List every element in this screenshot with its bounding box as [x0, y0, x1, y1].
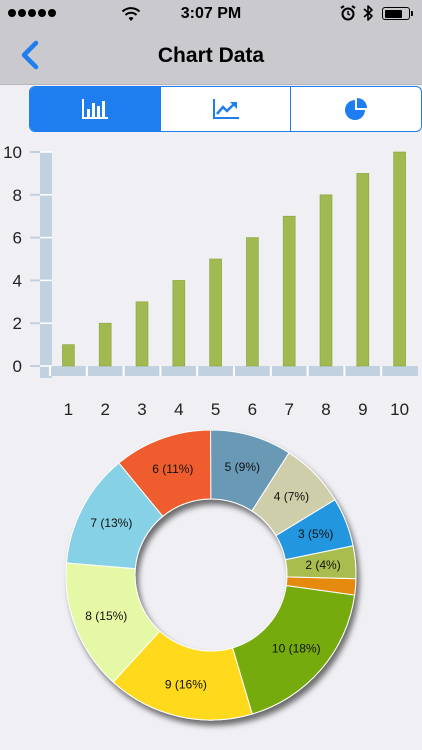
bluetooth-icon	[363, 5, 373, 21]
status-time: 3:07 PM	[180, 5, 242, 22]
bar-3	[135, 301, 149, 367]
x-tick-label: 5	[211, 400, 220, 419]
y-tick-mark	[30, 236, 40, 239]
y-tick-label: 8	[13, 186, 22, 205]
battery-icon	[382, 7, 413, 20]
x-tick-label: 2	[100, 400, 109, 419]
pie-chart-icon	[345, 98, 368, 120]
navigation-bar: Chart Data	[0, 27, 422, 85]
x-tick-label: 9	[358, 400, 367, 419]
battery-level	[384, 9, 402, 18]
x-tick-label: 1	[64, 400, 73, 419]
y-tick-mark	[30, 322, 40, 325]
pie-label-4: 4 (7%)	[274, 489, 309, 503]
wifi-icon	[121, 7, 141, 21]
bar-8	[319, 194, 333, 367]
bar-2	[98, 322, 112, 367]
y-tick-label: 6	[13, 229, 22, 248]
bar-7	[282, 215, 296, 367]
y-tick-mark	[30, 193, 40, 196]
chart-type-segmented-control	[29, 86, 422, 132]
pie-label-3: 3 (5%)	[298, 527, 333, 541]
x-tick-label: 7	[284, 400, 293, 419]
status-bar: 3:07 PM	[0, 0, 422, 27]
chevron-left-icon[interactable]	[16, 39, 46, 71]
bar-9	[356, 173, 370, 367]
segment-bar-chart[interactable]	[30, 87, 160, 131]
x-axis-band	[40, 366, 418, 376]
pie-slice-10	[232, 585, 356, 715]
x-tick-label: 3	[137, 400, 146, 419]
pie-label-8: 8 (15%)	[85, 609, 127, 623]
y-tick-label: 0	[13, 357, 22, 376]
x-tick-label: 6	[248, 400, 257, 419]
y-tick-label: 2	[13, 314, 22, 333]
bar-10	[393, 151, 406, 367]
alarm-icon	[340, 5, 356, 21]
bar-4	[172, 280, 186, 367]
line-chart-icon	[212, 99, 239, 119]
bar-5	[209, 258, 222, 367]
x-tick-label: 4	[174, 400, 183, 419]
segment-pie-chart[interactable]	[290, 87, 421, 131]
donut-ring	[65, 430, 357, 721]
x-tick-label: 8	[321, 400, 330, 419]
y-tick-mark	[30, 279, 40, 282]
pie-chart: 2 (4%) 3 (5%) 4 (7%) 5 (9%) 6 (11%) 7 (13%) 8 …	[65, 430, 357, 721]
segment-line-chart[interactable]	[159, 87, 291, 131]
pie-label-10: 10 (18%)	[272, 641, 321, 655]
y-axis-band	[40, 152, 52, 378]
bar-6	[246, 237, 259, 367]
y-tick-label: 10	[3, 143, 22, 162]
pie-label-6: 6 (11%)	[152, 462, 193, 476]
x-tick-label: 10	[390, 400, 409, 419]
pie-label-7: 7 (13%)	[90, 516, 132, 530]
signal-dots-icon	[8, 9, 56, 17]
y-tick-mark	[30, 365, 40, 367]
page-title: Chart Data	[157, 44, 265, 67]
y-tick-mark	[30, 151, 40, 153]
bar-1	[62, 344, 75, 367]
bar-chart-icon	[81, 99, 108, 119]
pie-label-5: 5 (9%)	[225, 460, 260, 474]
y-tick-label: 4	[13, 271, 22, 290]
pie-label-2: 2 (4%)	[305, 558, 340, 572]
pie-label-9: 9 (16%)	[165, 678, 207, 692]
